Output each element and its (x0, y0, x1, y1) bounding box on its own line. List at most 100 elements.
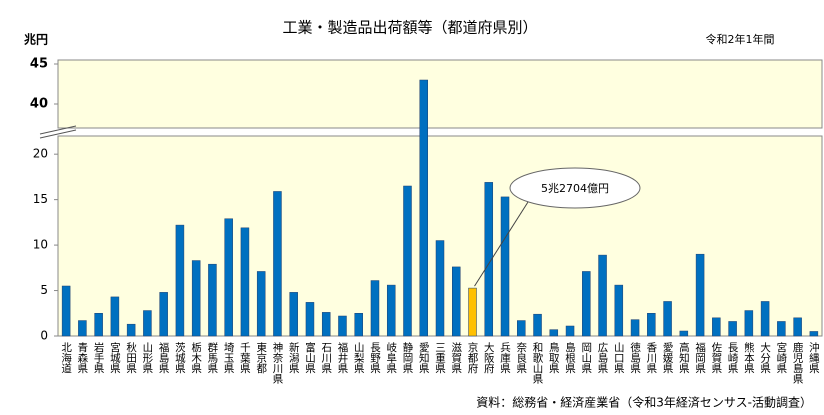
x-tick-label: 岡山県 (580, 342, 592, 374)
x-tick-label: 茨城県 (174, 341, 186, 374)
bar (126, 323, 136, 337)
bar (712, 317, 721, 337)
x-tick-label: 群馬県 (206, 341, 218, 374)
bar (484, 182, 494, 337)
bar (289, 292, 298, 337)
bar (224, 218, 233, 337)
y-tick-label: 40 (30, 97, 48, 112)
bar (809, 331, 819, 337)
x-tick-label: 長崎県 (727, 342, 739, 374)
bar (565, 325, 575, 337)
bar (630, 319, 640, 337)
x-tick-label: 大分県 (759, 341, 771, 374)
callout-line (474, 201, 529, 287)
bar (614, 284, 624, 337)
x-tick-label: 福岡県 (694, 341, 706, 374)
x-tick-label: 岐阜県 (385, 341, 397, 374)
bar (403, 185, 412, 337)
axis-break (39, 129, 77, 139)
x-tick-label: 青森県 (76, 341, 88, 374)
x-tick-label: 岩手県 (93, 341, 105, 374)
bar (549, 329, 559, 337)
bar (695, 253, 705, 337)
bar (305, 302, 315, 337)
bar (354, 313, 363, 337)
bar (273, 191, 282, 337)
bar (435, 240, 445, 337)
x-tick-label: 長野県 (369, 342, 381, 374)
bar (777, 321, 786, 337)
bar (679, 330, 689, 337)
bar (728, 321, 737, 337)
y-tick-label: 5 (40, 283, 48, 297)
x-tick-label: 鹿児島県 (792, 341, 804, 385)
x-tick-label: 秋田県 (125, 341, 137, 374)
x-tick-label: 奈良県 (515, 341, 527, 374)
bar (419, 79, 428, 337)
bar (191, 260, 201, 337)
x-tick-label: 佐賀県 (710, 341, 722, 374)
bar (663, 301, 672, 337)
annotation: 5兆2704億円 (541, 182, 609, 195)
x-tick-label: 東京都 (255, 341, 267, 374)
bar (143, 310, 152, 337)
bar (533, 313, 542, 337)
x-tick-label: 京都府 (467, 341, 479, 374)
x-tick-label: 大阪府 (483, 341, 495, 374)
x-tick-label: 静岡県 (401, 341, 413, 374)
source: 資料：総務省・経済産業省（令和3年経済センサス-活動調査） (476, 395, 812, 410)
x-tick-label: 熊本県 (743, 341, 755, 374)
bar (500, 196, 510, 337)
x-tick-label: 広島県 (597, 341, 609, 374)
x-tick-label: 山形県 (141, 342, 153, 374)
y-axis-label: 兆円 (24, 32, 48, 47)
x-tick-label: 埼玉県 (223, 341, 235, 374)
x-tick-label: 福井県 (336, 341, 348, 374)
y-tick-label: 10 (33, 238, 48, 252)
x-tick-label: 香川県 (645, 342, 657, 374)
y-tick-label: 0 (40, 329, 48, 343)
x-tick-label: 山口県 (613, 342, 625, 374)
x-tick-label: 滋賀県 (450, 341, 462, 374)
x-tick-label: 山梨県 (353, 342, 365, 374)
x-tick-label: 兵庫県 (499, 341, 511, 374)
bar (517, 320, 526, 337)
x-tick-label: 石川県 (320, 342, 332, 374)
bar (468, 287, 477, 337)
x-tick-label: 富山県 (304, 341, 316, 374)
x-tick-label: 三重県 (434, 342, 446, 374)
bar (208, 263, 217, 337)
bar (240, 227, 250, 337)
bar (370, 280, 380, 337)
y-tick-label: 15 (33, 192, 48, 206)
x-tick-label: 宮崎県 (775, 341, 787, 374)
bar (386, 284, 396, 337)
x-tick-label: 新潟県 (288, 341, 300, 374)
x-tick-label: 島根県 (564, 341, 576, 374)
x-tick-label: 千葉県 (239, 342, 251, 374)
x-tick-label: 神奈川県 (271, 341, 283, 385)
x-tick-label: 和歌山県 (532, 342, 544, 385)
x-tick-label: 北海道 (60, 342, 72, 374)
upper-panel (57, 59, 823, 129)
bar (94, 313, 103, 337)
chart-title: 工業・製造品出荷額等（都道府県別） (282, 19, 537, 37)
bar (744, 310, 754, 337)
bar (760, 301, 770, 337)
x-tick-label: 栃木県 (190, 341, 202, 374)
bar (338, 315, 347, 337)
bar (256, 271, 266, 337)
callout (509, 167, 641, 209)
bar (647, 313, 656, 337)
bar (598, 254, 607, 337)
y-tick-label: 20 (33, 147, 48, 161)
bar (110, 296, 120, 337)
x-tick-label: 福島県 (158, 341, 170, 374)
bar (582, 271, 591, 337)
bar (61, 285, 71, 337)
x-tick-label: 宮城県 (109, 341, 121, 374)
x-tick-label: 沖縄県 (808, 341, 820, 374)
x-tick-label: 愛媛県 (662, 341, 674, 374)
bar (175, 224, 185, 337)
